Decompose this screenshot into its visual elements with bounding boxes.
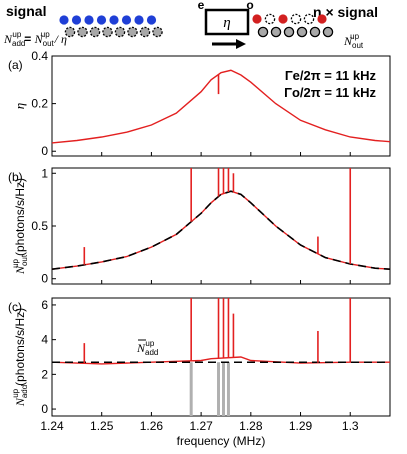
lost-signal-dot [303, 13, 315, 25]
xtick-label: 1.27 [189, 419, 213, 433]
attenuated-signal-dots [252, 13, 327, 25]
ytick-label: 1 [41, 166, 48, 180]
xtick-label: 1.25 [90, 419, 114, 433]
noise-photon-out-dot [283, 26, 295, 38]
panel-c-data [51, 298, 390, 365]
panel-b-label: (b) [8, 170, 23, 184]
xtick-label: 1.28 [239, 419, 263, 433]
lost-signal-dot [264, 13, 276, 25]
panel-b-data [51, 168, 391, 270]
noise-photon-dot [139, 26, 151, 38]
fit-line [51, 190, 391, 270]
panel-b-ylabel: Noutup(photons/s/Hz) [11, 178, 29, 275]
panel-c-frame [51, 297, 391, 417]
panel-c-excluded-bars [189, 362, 230, 416]
panel-c-label: (c) [8, 300, 22, 314]
signal-photon-dot [59, 15, 69, 25]
ytick-label: 0.4 [31, 49, 48, 63]
xtick-label: 1.24 [40, 419, 64, 433]
signal-photon-dot [146, 15, 157, 25]
ytick-label: 0 [41, 402, 48, 416]
xtick-label: 1.3 [342, 419, 359, 433]
signal-photon-dot [121, 15, 132, 25]
transmitted-signal-dot [317, 14, 327, 24]
ytick-label: 0.5 [31, 219, 48, 233]
noise-photon-out-dot [270, 26, 282, 38]
signal-photon-dot [96, 15, 107, 25]
signal-photon-dot [84, 15, 94, 25]
panel-a-yticks: 0 0.2 0.4 [31, 49, 56, 158]
panel-c-yticks: 0 2 4 6 [41, 298, 56, 416]
mean-noise-label: Naddup [136, 339, 158, 357]
ytick-label: 2 [41, 367, 48, 381]
panel-b-yticks: 00.51 [31, 166, 56, 286]
noise-photon-dot [114, 26, 126, 38]
ytick-label: 4 [41, 333, 48, 347]
panel-a-data [51, 69, 391, 144]
signal-label: signal [6, 3, 46, 19]
signal-photon-dot [71, 15, 82, 25]
noise-photon-dot [64, 26, 76, 38]
output-noise-label: Noutup [343, 32, 364, 50]
noise-photon-dots-in [64, 26, 163, 38]
panel-a-frame [51, 55, 391, 157]
ytick-label: 0 [41, 144, 48, 158]
annotation-gamma-e: Γe/2π = 11 kHz [285, 68, 377, 83]
panel-c-xticks: 1.24 1.25 1.26 1.27 1.28 1.29 1.3 [40, 412, 359, 433]
port-e-label: e [198, 0, 205, 12]
noise-photon-out-dot [257, 26, 269, 38]
data-line [51, 190, 391, 270]
panel-a-eta: (a) η 0 0.2 0.4 Γe/2π = 11 kHz Γo/2π = 11 … [8, 49, 391, 158]
panel-b-nout: (b) Noutup(photons/s/Hz) 00.51 [8, 166, 391, 286]
panel-a-xticks [51, 152, 351, 156]
ytick-label: 0.2 [31, 97, 48, 111]
transmitted-signal-dot [278, 14, 288, 24]
panel-c-ylabel: Naddup(photons/s/Hz) [11, 308, 29, 407]
panel-a-label: (a) [8, 58, 23, 72]
arrow-icon [236, 39, 246, 49]
noise-photon-out-dot [296, 26, 308, 38]
xtick-label: 1.29 [289, 419, 313, 433]
panel-b-frame [51, 167, 391, 285]
panel-b-xticks [51, 280, 351, 284]
signal-photon-dot [109, 15, 119, 25]
noise-photon-dot [77, 26, 88, 38]
port-o-label: o [246, 0, 253, 12]
lost-signal-dot [290, 13, 302, 25]
transmitted-signal-dot [252, 14, 262, 24]
noise-photon-dot [102, 26, 113, 38]
noise-photon-out-dot [322, 26, 334, 38]
x-axis-label: frequency (MHz) [177, 434, 266, 448]
noise-photon-dot [89, 26, 101, 38]
noise-equation: Naddup = Noutup / η [3, 30, 67, 48]
signal-photon-dot [134, 15, 144, 25]
noise-photon-dot [127, 26, 138, 38]
ytick-label: 6 [41, 298, 48, 312]
noise-photon-dots-out [257, 26, 334, 38]
annotation-gamma-o: Γo/2π = 11 kHz [284, 85, 376, 100]
panel-a-ylabel: η [12, 103, 27, 109]
xtick-label: 1.26 [140, 419, 164, 433]
eta-signal-label: η × signal [313, 4, 378, 20]
ytick-label: 0 [41, 272, 48, 286]
coupler-box [204, 8, 250, 36]
noise-photon-out-dot [309, 26, 321, 38]
coupler-symbol: η [223, 15, 230, 31]
noise-photon-dot [152, 26, 163, 38]
signal-photon-dots [59, 15, 157, 25]
schematic: signal η × signal η e o Naddup = Noutup /… [3, 0, 378, 50]
data-line [51, 69, 391, 144]
